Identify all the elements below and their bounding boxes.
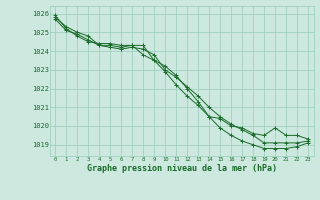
X-axis label: Graphe pression niveau de la mer (hPa): Graphe pression niveau de la mer (hPa) <box>87 164 276 173</box>
